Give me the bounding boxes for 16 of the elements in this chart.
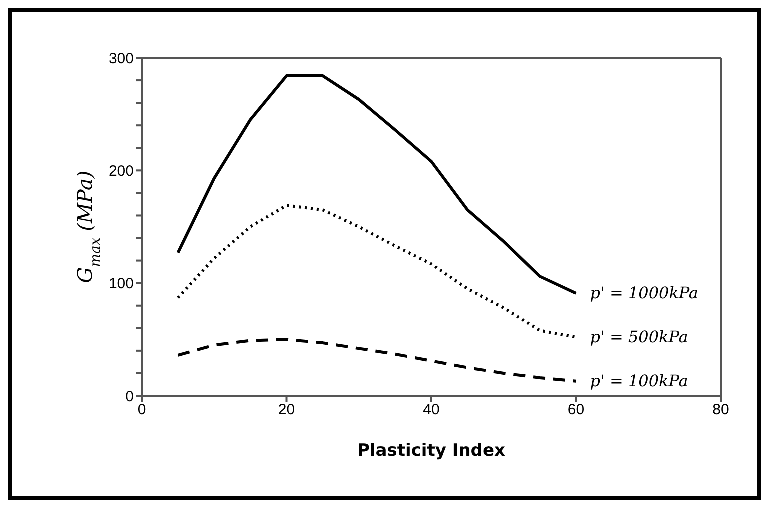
x-tick-label: 80 xyxy=(712,402,730,419)
x-tick-label: 60 xyxy=(568,402,585,419)
y-tick-label: 0 xyxy=(126,388,134,406)
series-label: p' = 1000kPa xyxy=(590,283,698,302)
x-axis-title: Plasticity Index xyxy=(358,441,506,461)
x-tick-label: 0 xyxy=(138,402,146,419)
series-label: p' = 100kPa xyxy=(590,371,688,390)
x-tick-label: 40 xyxy=(423,402,440,419)
y-tick-label: 100 xyxy=(108,276,134,293)
line-series xyxy=(176,204,578,339)
line-series xyxy=(176,338,578,383)
y-tick-label: 300 xyxy=(108,50,134,68)
y-tick-label: 200 xyxy=(108,162,134,180)
x-tick-label: 20 xyxy=(278,402,296,419)
line-series xyxy=(176,74,578,295)
series-label: p' = 500kPa xyxy=(590,327,688,346)
